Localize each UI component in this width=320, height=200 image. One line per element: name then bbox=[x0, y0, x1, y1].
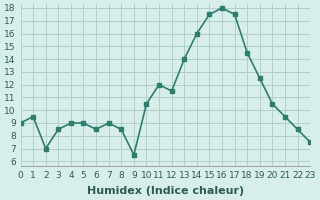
X-axis label: Humidex (Indice chaleur): Humidex (Indice chaleur) bbox=[87, 186, 244, 196]
